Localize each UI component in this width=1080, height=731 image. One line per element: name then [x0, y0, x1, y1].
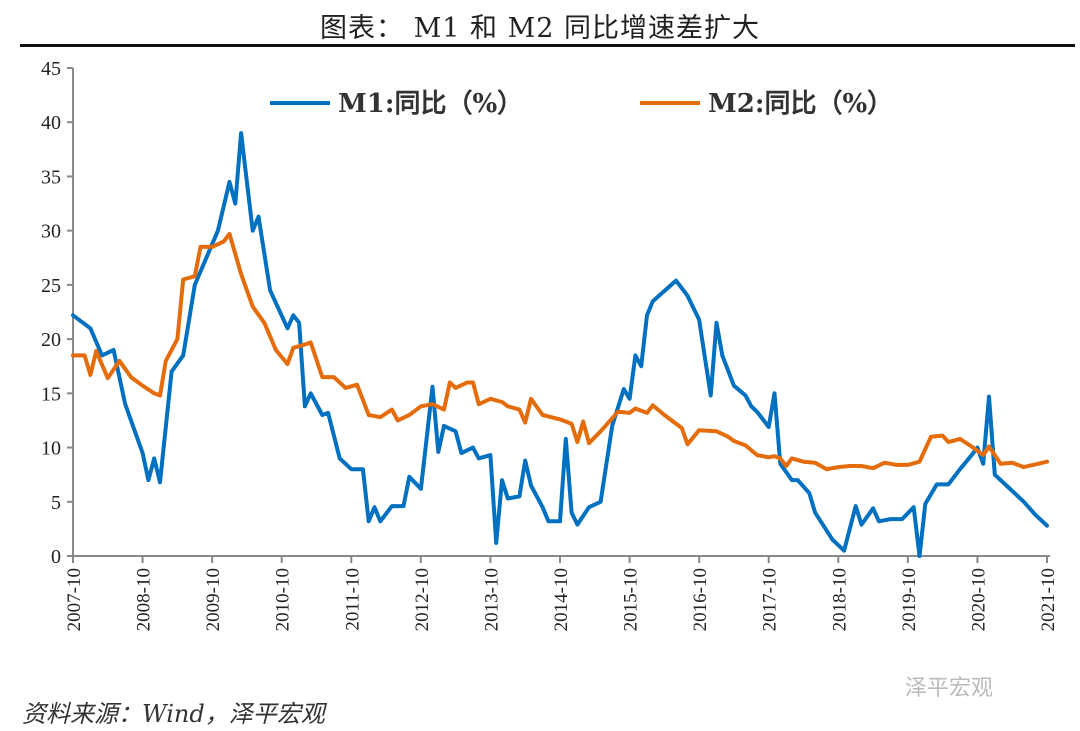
x-tick-label: 2018-10 — [829, 568, 850, 631]
x-tick-label: 2021-10 — [1038, 568, 1059, 631]
x-tick-label: 2007-10 — [64, 568, 85, 631]
chart-title: 图表： M1 和 M2 同比增速差扩大 — [320, 13, 760, 44]
x-tick-label: 2014-10 — [551, 568, 572, 631]
series-line-2 — [71, 231, 1049, 472]
x-tick-label: 2012-10 — [412, 568, 433, 631]
y-tick-label: 35 — [41, 166, 61, 188]
x-tick-label: 2009-10 — [203, 568, 224, 631]
x-tick-label: 2010-10 — [273, 568, 294, 631]
y-tick-label: 15 — [41, 383, 61, 405]
x-tick-label: 2020-10 — [968, 568, 989, 631]
x-tick-label: 2019-10 — [899, 568, 920, 631]
series-line-1 — [71, 131, 1049, 558]
y-tick-label: 0 — [51, 546, 61, 568]
x-tick-label: 2015-10 — [621, 568, 642, 631]
y-tick-label: 20 — [41, 329, 61, 351]
y-tick-label: 45 — [41, 58, 61, 80]
y-tick-label: 30 — [41, 221, 61, 243]
legend-label-1: M1:同比（%） — [338, 89, 523, 119]
x-tick-label: 2011-10 — [342, 568, 363, 631]
x-tick-label: 2008-10 — [134, 568, 155, 631]
title-rule — [20, 44, 1075, 47]
y-tick-label: 25 — [41, 275, 61, 297]
y-tick-label: 5 — [51, 492, 61, 514]
x-tick-label: 2016-10 — [690, 568, 711, 631]
x-tick-label: 2017-10 — [760, 568, 781, 631]
watermark: 泽平宏观 — [905, 676, 994, 701]
source-note: 资料来源：Wind，泽平宏观 — [22, 700, 325, 728]
y-tick-label: 10 — [41, 438, 61, 460]
x-tick-label: 2013-10 — [481, 568, 502, 631]
legend-label-2: M2:同比（%） — [708, 89, 893, 119]
y-tick-label: 40 — [41, 112, 61, 134]
